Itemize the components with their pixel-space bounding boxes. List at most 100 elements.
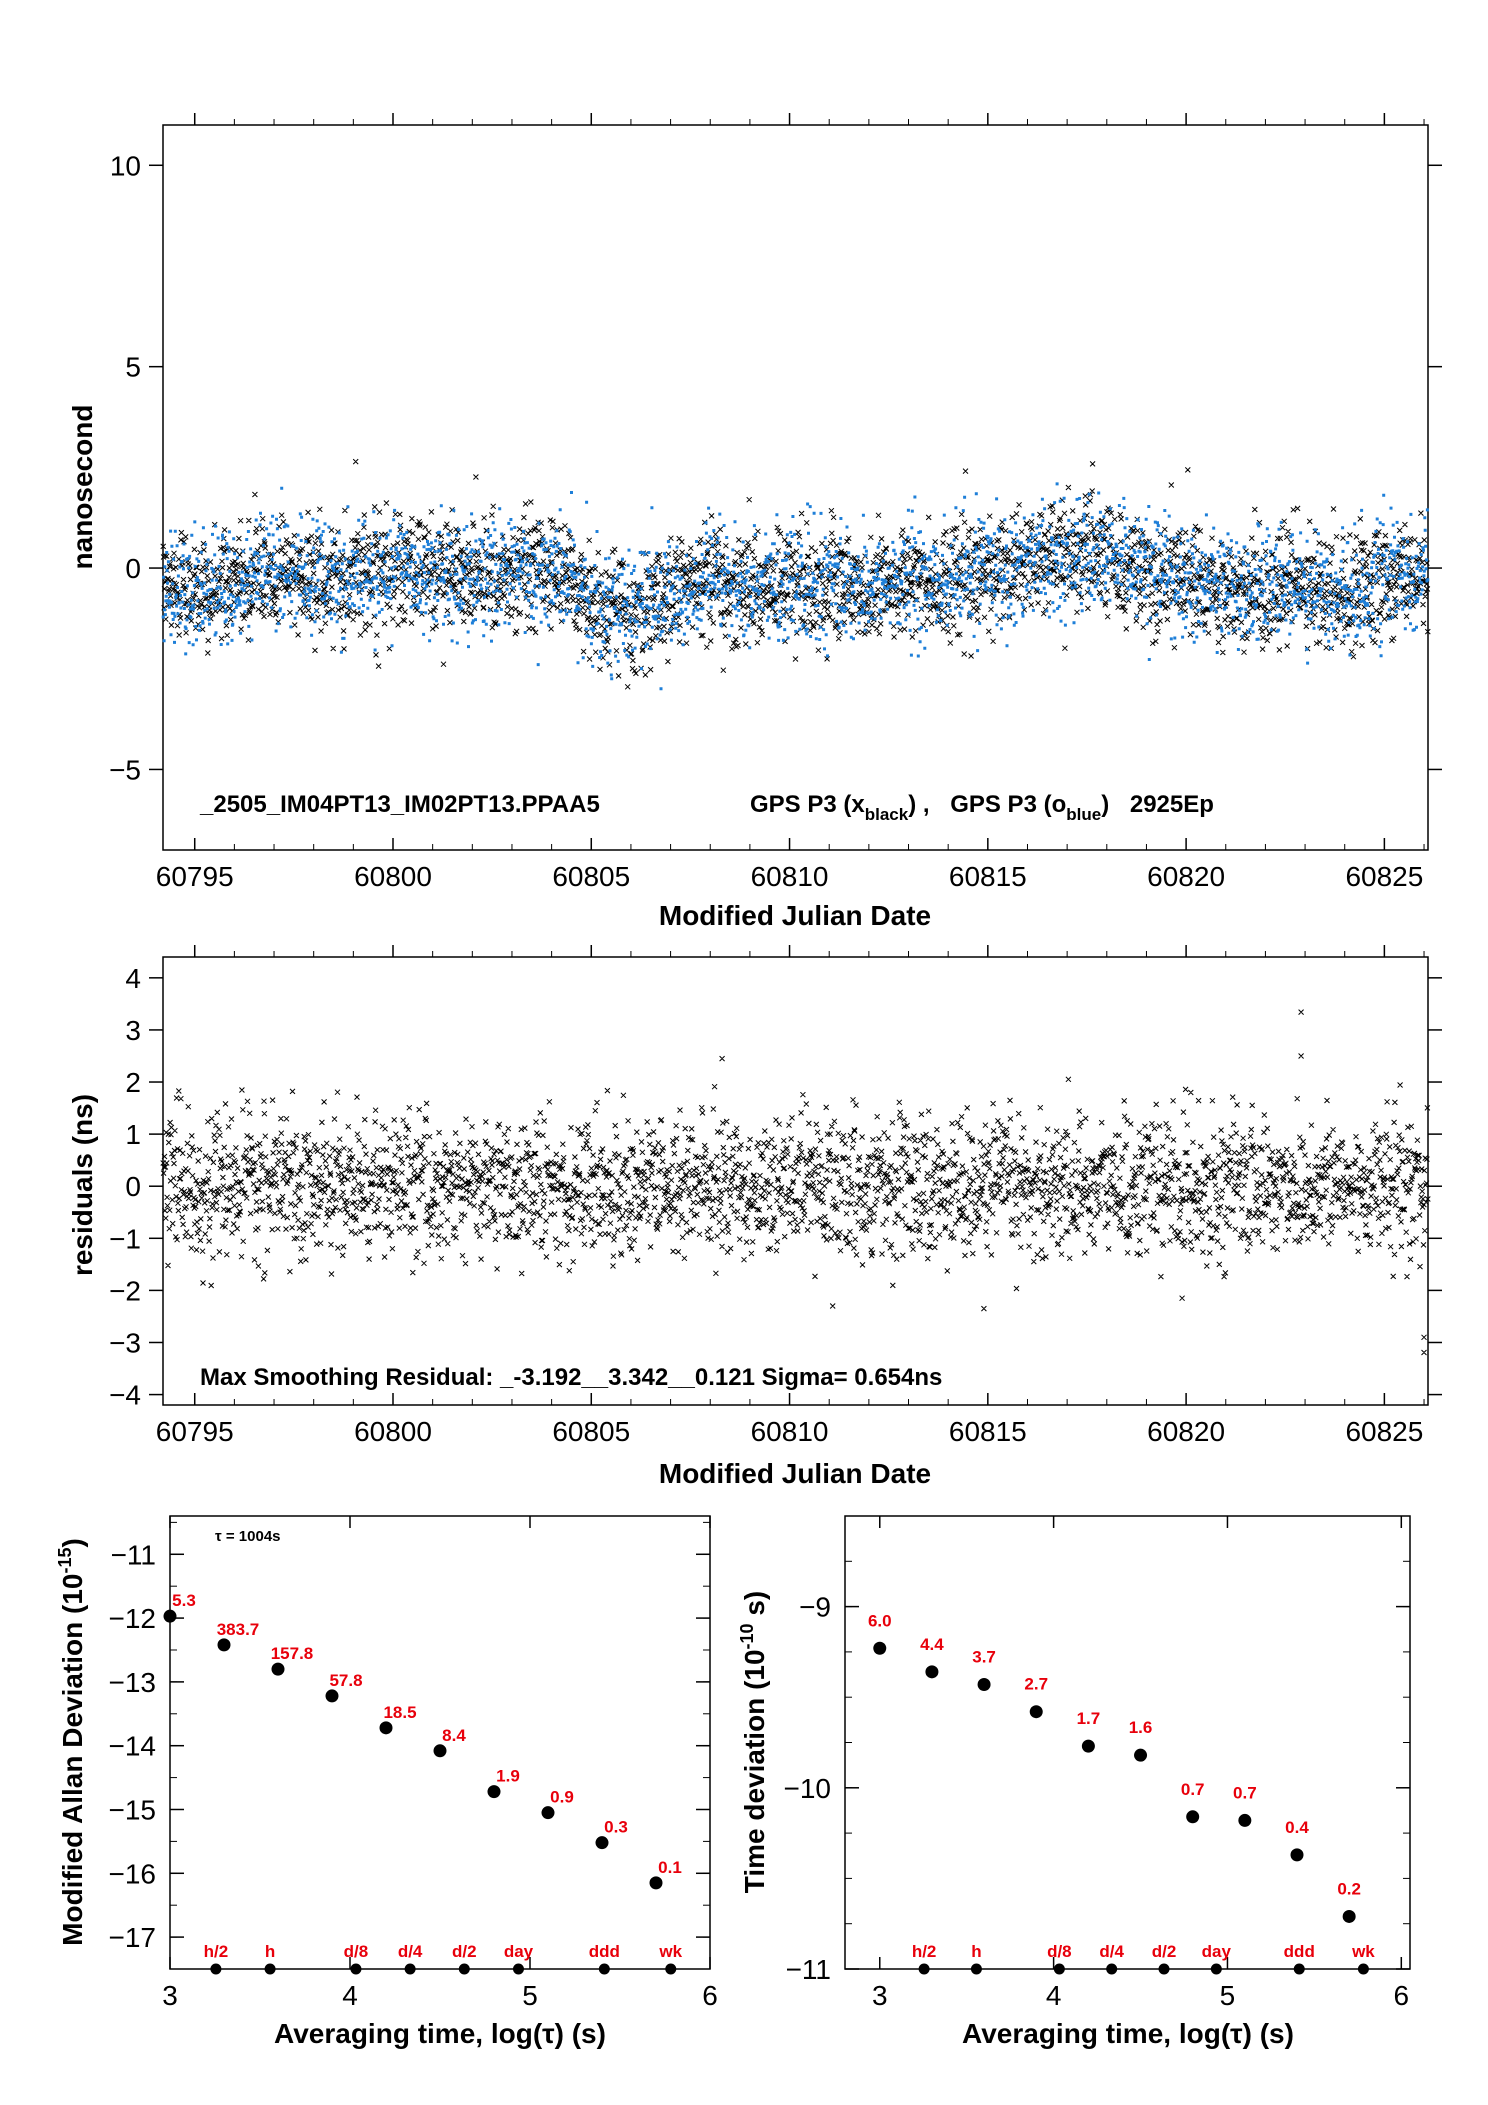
phase-xlabel: Modified Julian Date <box>659 900 931 931</box>
deviation-point <box>873 1641 887 1655</box>
deviation-label: 0.2 <box>1337 1879 1361 1898</box>
y-tick-label: 3 <box>125 1015 141 1046</box>
time-marker-dot <box>350 1963 362 1975</box>
mdev-points: 5.3 383.7 157.8 57.8 18.5 8.4 1.9 0.9 0.3 0.1 h/2 h… <box>163 1591 683 1975</box>
x-tick-label: 5 <box>1220 1980 1236 2011</box>
deviation-point <box>1342 1909 1356 1923</box>
x-tick-label: 60810 <box>751 1416 829 1447</box>
time-marker-dot <box>512 1963 524 1975</box>
deviation-point <box>977 1678 991 1692</box>
time-marker-label: h <box>265 1942 275 1961</box>
mdev-xlabel: Averaging time, log(τ) (s) <box>274 2018 606 2049</box>
deviation-point <box>1134 1748 1148 1762</box>
x-tick-label: 3 <box>872 1980 888 2011</box>
y-tick-label: −14 <box>109 1731 157 1762</box>
time-marker-dot <box>665 1963 677 1975</box>
panel-phase-frame <box>162 124 1429 851</box>
y-tick-label: 0 <box>125 553 141 584</box>
residual-ylabel: residuals (ns) <box>67 1094 98 1276</box>
deviation-point <box>1290 1848 1304 1862</box>
panel-tdev-frame <box>844 1515 1411 1970</box>
deviation-point <box>1081 1739 1095 1753</box>
panel-mdev: 3 4 5 6−11−12−13−14−15−16−17 5.3383.7157.85… <box>55 1515 718 2049</box>
deviation-point <box>1029 1705 1043 1719</box>
deviation-label: 1.7 <box>1077 1709 1101 1728</box>
time-marker-label: h <box>971 1942 981 1961</box>
deviation-point <box>541 1806 555 1820</box>
deviation-point <box>433 1744 447 1758</box>
tdev-xlabel: Averaging time, log(τ) (s) <box>962 2018 1294 2049</box>
time-marker-dot <box>970 1963 982 1975</box>
tdev-ylabel-main: Time deviation (10 <box>739 1649 770 1893</box>
x-tick-label: 60820 <box>1147 1416 1225 1447</box>
phase-annotation-epochs: 2925Ep <box>1130 791 1214 818</box>
residual-points <box>160 1009 1431 1356</box>
time-marker-dot <box>264 1963 276 1975</box>
y-tick-label: 10 <box>110 150 141 181</box>
time-marker-dot <box>1053 1963 1065 1975</box>
deviation-label: 57.8 <box>329 1671 362 1690</box>
time-marker-dot <box>1357 1963 1369 1975</box>
y-tick-label: −10 <box>784 1773 832 1804</box>
deviation-label: 18.5 <box>383 1703 416 1722</box>
time-marker-label: day <box>1202 1942 1232 1961</box>
x-tick-label: 6 <box>702 1980 718 2011</box>
y-tick-label: −1 <box>109 1223 141 1254</box>
x-tick-label: 60800 <box>354 1416 432 1447</box>
mdev-ylabel-main: Modified Allan Deviation (10 <box>57 1574 88 1946</box>
phase-annotation-series1: GPS P3 (x <box>750 791 865 818</box>
x-tick-label: 60825 <box>1345 861 1423 892</box>
x-tick-label: 60795 <box>156 861 234 892</box>
x-tick-label: 60815 <box>949 1416 1027 1447</box>
y-tick-label: 2 <box>125 1067 141 1098</box>
mdev-ylabel-end: ) <box>57 1538 88 1547</box>
residual-annotation: Max Smoothing Residual: _-3.192__3.342__… <box>200 1364 942 1391</box>
deviation-point <box>217 1638 231 1652</box>
phase-annotation-series1-end: ) , <box>908 791 929 818</box>
time-marker-dot <box>1158 1963 1170 1975</box>
deviation-point <box>1186 1810 1200 1824</box>
deviation-point <box>595 1836 609 1850</box>
phase-ylabel: nanosecond <box>67 405 98 570</box>
x-tick-label: 60805 <box>552 861 630 892</box>
y-tick-label: −11 <box>111 1539 156 1570</box>
panel-mdev-frame <box>169 1515 711 1970</box>
panel-residuals: 60795 60800 60805 60810 60815 60820 60825 −4 −3 −… <box>67 945 1442 1489</box>
mdev-ticks: 3 4 5 6 −11 −12 −13 −14 −15 −16 −17 <box>109 1516 718 2011</box>
deviation-point <box>1238 1813 1252 1827</box>
y-tick-label: 5 <box>125 352 141 383</box>
deviation-label: 0.4 <box>1285 1818 1309 1837</box>
time-marker-label: d/2 <box>1152 1942 1177 1961</box>
panel-phase: 60795 60800 60805 60810 60815 60820 60825 −5 0 5 1… <box>67 113 1442 931</box>
mdev-note: τ = 1004s <box>215 1528 281 1545</box>
time-marker-label: d/2 <box>452 1942 477 1961</box>
deviation-label: 5.3 <box>172 1591 196 1610</box>
time-marker-dot <box>1293 1963 1305 1975</box>
y-tick-label: −13 <box>109 1667 157 1698</box>
y-tick-label: −12 <box>109 1603 157 1634</box>
time-marker-dot <box>1210 1963 1222 1975</box>
deviation-point <box>163 1609 177 1623</box>
deviation-label: 383.7 <box>217 1620 260 1639</box>
deviation-label: 1.6 <box>1129 1718 1153 1737</box>
deviation-point <box>271 1662 285 1676</box>
x-tick-label: 3 <box>162 1980 178 2011</box>
deviation-label: 2.7 <box>1024 1675 1048 1694</box>
x-tick-label: 60810 <box>751 861 829 892</box>
time-marker-label: ddd <box>589 1942 620 1961</box>
x-tick-label: 4 <box>1046 1980 1062 2011</box>
panel-residuals-frame <box>162 956 1429 1406</box>
y-tick-label: −9 <box>799 1592 831 1623</box>
residual-ticks: 60795 60800 60805 60810 60815 60820 60825 −4 −3 −… <box>109 945 1442 1447</box>
time-marker-label: d/4 <box>398 1942 423 1961</box>
time-marker-label: day <box>504 1942 534 1961</box>
tdev-ylabel: Time deviation (10-10 s) <box>737 1591 770 1894</box>
time-marker-label: ddd <box>1284 1942 1315 1961</box>
time-marker-label: h/2 <box>204 1942 229 1961</box>
deviation-label: 8.4 <box>442 1726 466 1745</box>
x-tick-label: 60825 <box>1345 1416 1423 1447</box>
deviation-point <box>649 1876 663 1890</box>
deviation-label: 0.1 <box>658 1858 682 1877</box>
time-marker-dot <box>1106 1963 1118 1975</box>
